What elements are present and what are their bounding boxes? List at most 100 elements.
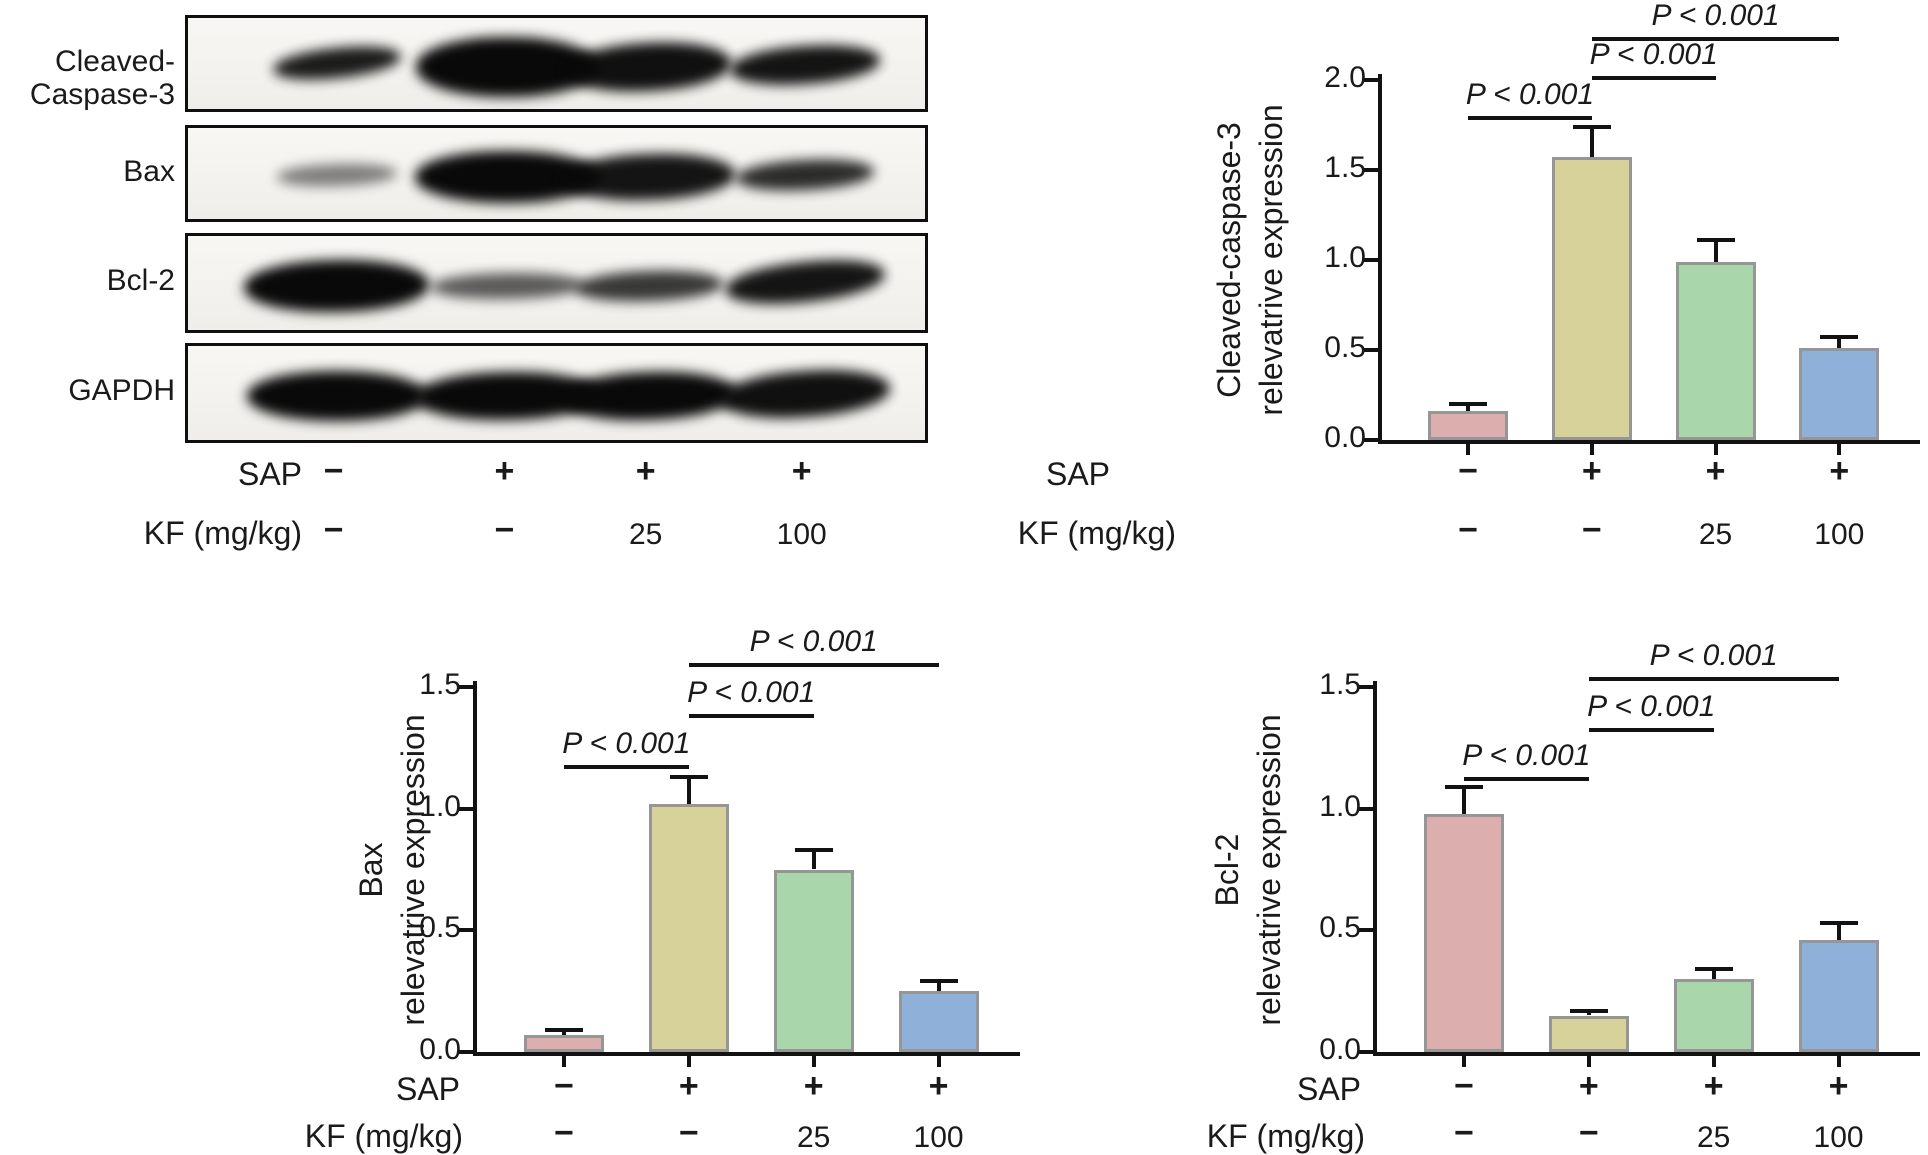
kf-row-value: 25 (1698, 518, 1733, 551)
bar (1798, 940, 1879, 1052)
bar (1673, 979, 1754, 1052)
error-bar-line (1589, 126, 1594, 158)
kf-row-value: − (1578, 1114, 1599, 1152)
y-tick-label: 2.0 (1324, 61, 1366, 94)
bar (1548, 1015, 1629, 1052)
kf-row-value: − (678, 1114, 699, 1152)
significance-p-value: P < 0.001 (1589, 38, 1718, 72)
x-tick (561, 1056, 566, 1067)
bar (1428, 411, 1509, 440)
blot-sap-value: + (635, 452, 656, 490)
bar (1423, 813, 1504, 1052)
error-bar-cap (1820, 335, 1859, 340)
blot-kf-value: 100 (776, 518, 827, 551)
y-axis-label: Bax relevatrive expression (350, 714, 434, 1025)
kf-row-label: KF (mg/kg) (1017, 515, 1176, 551)
error-bar-line (1586, 1010, 1591, 1016)
error-bar-cap (1449, 402, 1488, 406)
significance-p-value: P < 0.001 (749, 624, 878, 658)
blot-sap-label: SAP (237, 456, 302, 492)
y-tick-label: 1.0 (1319, 789, 1361, 823)
x-tick (1589, 444, 1594, 455)
kf-row-label: KF (mg/kg) (1206, 1118, 1365, 1154)
blot-kf-value: − (494, 511, 515, 549)
y-tick-label: 0.5 (419, 911, 461, 945)
x-tick (1586, 1056, 1591, 1067)
blot-lane-box (185, 343, 928, 443)
protein-band (431, 271, 584, 301)
bar (1551, 157, 1632, 440)
significance-p-value: P < 0.001 (1649, 639, 1778, 673)
sap-row-value: + (1705, 452, 1726, 490)
x-tick (1837, 444, 1842, 455)
y-tick-label: 1.0 (1324, 241, 1366, 274)
bar (898, 991, 979, 1052)
x-tick (1836, 1056, 1841, 1067)
y-tick-label: 0.0 (1319, 1033, 1361, 1066)
y-tick-label: 0.5 (1324, 331, 1366, 364)
error-bar-line (936, 981, 941, 992)
bar (773, 869, 854, 1052)
blot-lane-box (185, 125, 928, 222)
kf-row-value: 100 (1814, 518, 1865, 551)
sap-row-value: − (1453, 1067, 1474, 1105)
sap-row-label: SAP (1296, 1071, 1361, 1107)
y-tick (1364, 258, 1378, 262)
y-axis (1373, 681, 1377, 1056)
y-axis (1378, 74, 1382, 444)
error-bar-cap (919, 979, 958, 984)
sap-row-value: + (803, 1067, 824, 1105)
protein-band (723, 253, 887, 311)
significance-line (1588, 677, 1839, 682)
protein-band (718, 365, 892, 423)
error-bar-cap (794, 848, 833, 853)
error-bar-cap (1444, 784, 1483, 789)
error-bar-line (811, 850, 816, 870)
kf-row-value: − (1458, 511, 1479, 549)
protein-band (728, 40, 881, 89)
y-tick (1359, 928, 1373, 933)
protein-band (243, 258, 430, 314)
significance-line (1588, 728, 1714, 733)
error-bar-line (1466, 404, 1471, 412)
y-axis-label-line: relevatrive expression (1251, 713, 1287, 1026)
error-bar-cap (1819, 921, 1858, 926)
blot-sap-value: + (494, 452, 515, 490)
kf-row-value: − (1581, 511, 1602, 549)
significance-line (1463, 777, 1589, 782)
blot-kf-value: − (323, 511, 344, 549)
error-bar-cap (1569, 1008, 1608, 1013)
significance-line (1591, 76, 1716, 81)
significance-p-value: P < 0.001 (687, 675, 816, 709)
y-tick (1364, 348, 1378, 352)
x-tick (1711, 1056, 1716, 1067)
y-tick (1364, 168, 1378, 172)
significance-p-value: P < 0.001 (1587, 690, 1716, 724)
y-axis-label: Bcl-2 relevatrive expression (1206, 714, 1290, 1025)
y-tick (459, 685, 473, 689)
x-axis (1378, 440, 1920, 444)
error-bar-line (561, 1030, 566, 1035)
protein-band (734, 155, 875, 194)
sap-row-value: + (1581, 452, 1602, 490)
significance-p-value: P < 0.001 (1462, 739, 1591, 773)
x-tick (1466, 444, 1471, 455)
y-tick-label: 1.5 (419, 668, 461, 701)
blot-lane-box (185, 15, 928, 112)
sap-row-value: + (1829, 452, 1850, 490)
sap-row-label: SAP (395, 1071, 460, 1107)
y-tick-label: 1.5 (1324, 151, 1366, 184)
protein-band (574, 268, 724, 304)
sap-row-value: + (1828, 1067, 1849, 1105)
x-tick (686, 1056, 691, 1067)
error-bar-cap (669, 775, 708, 780)
error-bar-cap (1572, 124, 1611, 129)
y-axis-label-line: relevatrive expression (395, 713, 431, 1026)
y-axis (473, 681, 477, 1056)
bar (1675, 261, 1756, 440)
protein-band (565, 38, 733, 95)
kf-row-value: 100 (1813, 1121, 1864, 1154)
blot-kf-value: 25 (628, 518, 663, 551)
significance-line (1591, 36, 1840, 41)
significance-p-value: P < 0.001 (562, 726, 691, 760)
